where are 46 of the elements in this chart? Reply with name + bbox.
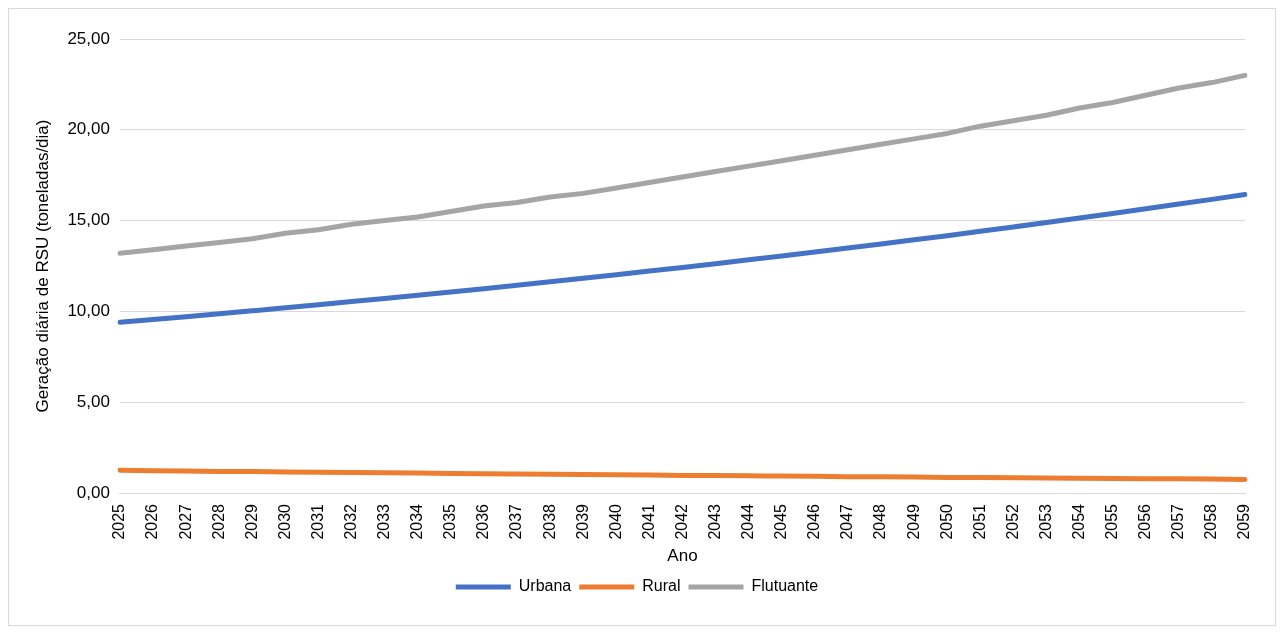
legend-label: Rural	[642, 577, 681, 595]
x-tick-label: 2043	[705, 503, 723, 540]
y-tick-label: 5,00	[76, 391, 110, 411]
y-axis-title: Geração diária de RSU (toneladas/dia)	[32, 119, 52, 413]
x-tick-label: 2045	[772, 503, 790, 540]
x-tick-label: 2048	[871, 503, 889, 540]
y-tick-label: 0,00	[76, 482, 110, 502]
x-tick-label: 2034	[408, 503, 426, 540]
x-tick-label: 2052	[1003, 503, 1021, 540]
y-tick-label: 25,00	[67, 28, 110, 48]
x-tick-label: 2035	[441, 503, 459, 540]
legend-label: Flutuante	[751, 577, 819, 595]
x-tick-label: 2046	[805, 503, 823, 540]
x-tick-label: 2037	[507, 503, 525, 540]
x-tick-label: 2054	[1069, 503, 1087, 540]
x-tick-label: 2030	[275, 503, 293, 540]
x-tick-label: 2041	[639, 503, 657, 540]
x-tick-label: 2027	[176, 503, 194, 540]
y-tick-label: 15,00	[67, 210, 110, 230]
x-tick-label: 2057	[1169, 503, 1187, 540]
x-tick-label: 2051	[970, 503, 988, 540]
x-tick-label: 2042	[672, 503, 690, 540]
x-tick-label: 2026	[143, 503, 161, 540]
x-tick-label: 2059	[1235, 503, 1253, 540]
x-tick-label: 2040	[606, 503, 624, 540]
x-tick-label: 2038	[540, 503, 558, 540]
x-tick-label: 2036	[474, 503, 492, 540]
x-tick-label: 2047	[838, 503, 856, 540]
x-tick-label: 2053	[1036, 503, 1054, 540]
y-tick-label: 10,00	[67, 301, 110, 321]
x-tick-label: 2039	[573, 503, 591, 540]
x-tick-label: 2049	[904, 503, 922, 540]
x-tick-label: 2050	[937, 503, 955, 540]
x-tick-label: 2032	[341, 503, 359, 540]
x-tick-label: 2058	[1202, 503, 1220, 540]
x-tick-label: 2033	[375, 503, 393, 540]
x-axis-title: Ano	[667, 546, 698, 566]
y-tick-label: 20,00	[67, 119, 110, 139]
x-tick-label: 2025	[110, 503, 128, 540]
x-tick-label: 2044	[739, 503, 757, 540]
x-tick-label: 2028	[209, 503, 227, 540]
x-tick-label: 2029	[242, 503, 260, 540]
legend-label: Urbana	[518, 577, 572, 595]
x-tick-label: 2055	[1103, 503, 1121, 540]
x-tick-label: 2031	[308, 503, 326, 540]
x-tick-label: 2056	[1136, 503, 1154, 540]
